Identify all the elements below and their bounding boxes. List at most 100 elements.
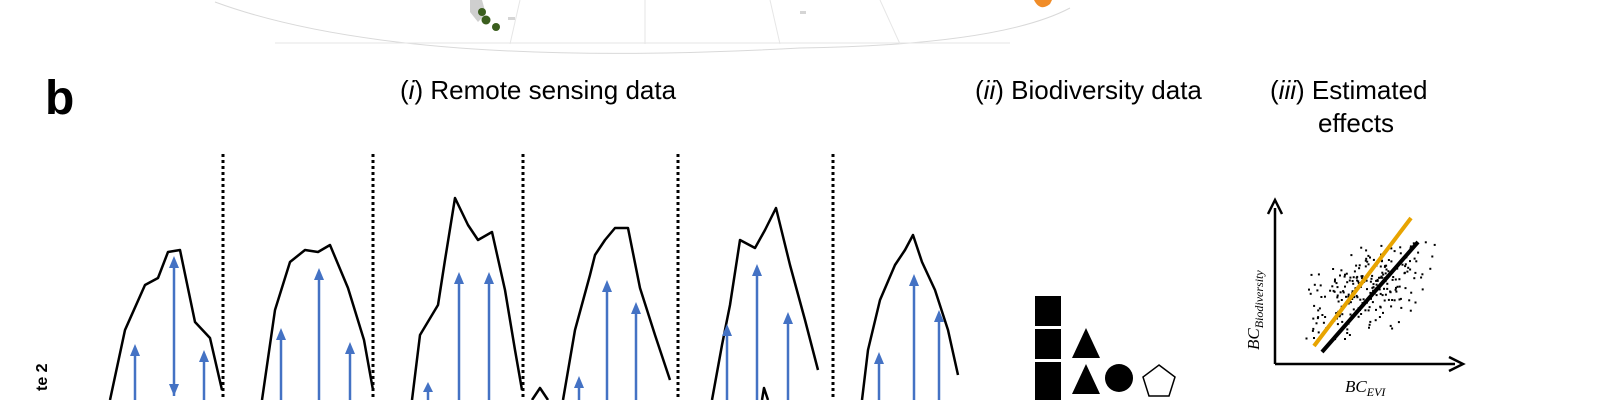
scatter-point [1353,270,1356,273]
scatter-point [1352,276,1355,279]
effects-fit-line-orange [1312,216,1413,348]
map-landmass [470,0,486,22]
scatter-point [1340,269,1343,272]
scatter-point [1370,277,1373,280]
scatter-point [1389,290,1392,293]
scatter-point [1334,278,1336,281]
scatter-point [1384,272,1387,275]
scatter-point [1383,299,1386,302]
scatter-point [1315,322,1318,325]
header-effects: (iii) Estimated [1270,75,1428,105]
scatter-point [1312,327,1315,330]
scatter-point [1344,338,1346,340]
scatter-point [1342,290,1345,293]
scatter-point [1364,265,1367,268]
spectral-curve [760,386,770,400]
scatter-point [1333,280,1336,283]
map-graticule-line [769,0,781,45]
scatter-point [1429,267,1432,270]
species-circle-icon [1105,364,1133,392]
species-square-icon [1035,362,1061,400]
scatter-point [1366,260,1369,263]
scatter-point [1348,334,1351,336]
scatter-point [1385,264,1388,267]
scatter-point [1339,274,1341,277]
scatter-point [1346,328,1349,331]
scatter-point [1367,254,1370,257]
spectral-curves [108,196,960,400]
spectral-curve [260,243,375,400]
scatter-point [1404,287,1407,290]
scatter-point [1369,280,1372,283]
scatter-point [1400,306,1403,309]
scatter-point [1394,288,1397,291]
scatter-point [1408,299,1411,302]
effects-scatter-points [1305,241,1436,341]
scatter-point [1424,241,1427,244]
scatter-point [1359,298,1362,301]
scatter-point [1393,299,1396,302]
spectral-curve [108,248,224,400]
scatter-point [1384,293,1387,296]
arrow-head [631,302,641,314]
arrow-head [484,272,494,284]
scatter-point [1317,273,1320,276]
scatter-point [1390,247,1393,250]
scatter-point [1385,268,1388,271]
map-site-marker [478,8,486,16]
scatter-point [1365,249,1368,252]
scatter-point [1319,284,1322,287]
scatter-point [1409,260,1411,263]
scatter-point [1380,275,1383,278]
scatter-point [1339,291,1342,294]
scatter-point [1374,319,1377,322]
scatter-point [1351,280,1354,282]
scatter-point [1368,306,1371,309]
scatter-point [1349,313,1352,316]
arrow-head [454,272,464,284]
reflectance-arrows [130,256,944,400]
scatter-point [1324,316,1327,318]
scatter-point [1369,320,1372,323]
arrow-head [276,328,286,340]
scatter-point [1349,276,1352,279]
scatter-point [1362,298,1365,301]
scatter-point [1360,313,1363,315]
scatter-point [1371,301,1374,304]
scatter-point [1322,321,1325,324]
scatter-point [1357,280,1360,283]
scatter-point [1395,290,1398,293]
scatter-point [1401,263,1404,266]
effects-plot-y-arrowhead [1266,197,1284,215]
scatter-point [1399,252,1402,255]
scatter-point [1406,270,1409,273]
scatter-point [1369,256,1371,259]
scatter-point [1351,298,1354,300]
scatter-point [1421,288,1424,291]
scatter-point [1375,283,1378,286]
scatter-point [1358,264,1361,267]
scatter-point [1420,276,1423,279]
scatter-point [1358,267,1361,270]
scatter-point [1343,275,1346,278]
scatter-point [1313,337,1315,339]
scatter-point [1348,279,1351,282]
scatter-point [1372,283,1375,286]
scatter-point [1368,326,1370,329]
species-pentagon-icon [1142,364,1176,397]
arrow-head [722,324,732,336]
scatter-point [1410,291,1413,294]
scatter-point [1399,297,1402,300]
scatter-point [1389,324,1392,327]
scatter-point [1398,285,1401,288]
scatter-point [1364,309,1367,312]
scatter-point [1390,260,1393,263]
scatter-point [1352,282,1355,285]
scatter-point [1382,273,1385,276]
scatter-point [1364,259,1367,262]
scatter-point [1313,304,1316,307]
scatter-point [1380,244,1383,247]
scatter-point [1336,296,1339,299]
scatter-point [1305,337,1308,340]
